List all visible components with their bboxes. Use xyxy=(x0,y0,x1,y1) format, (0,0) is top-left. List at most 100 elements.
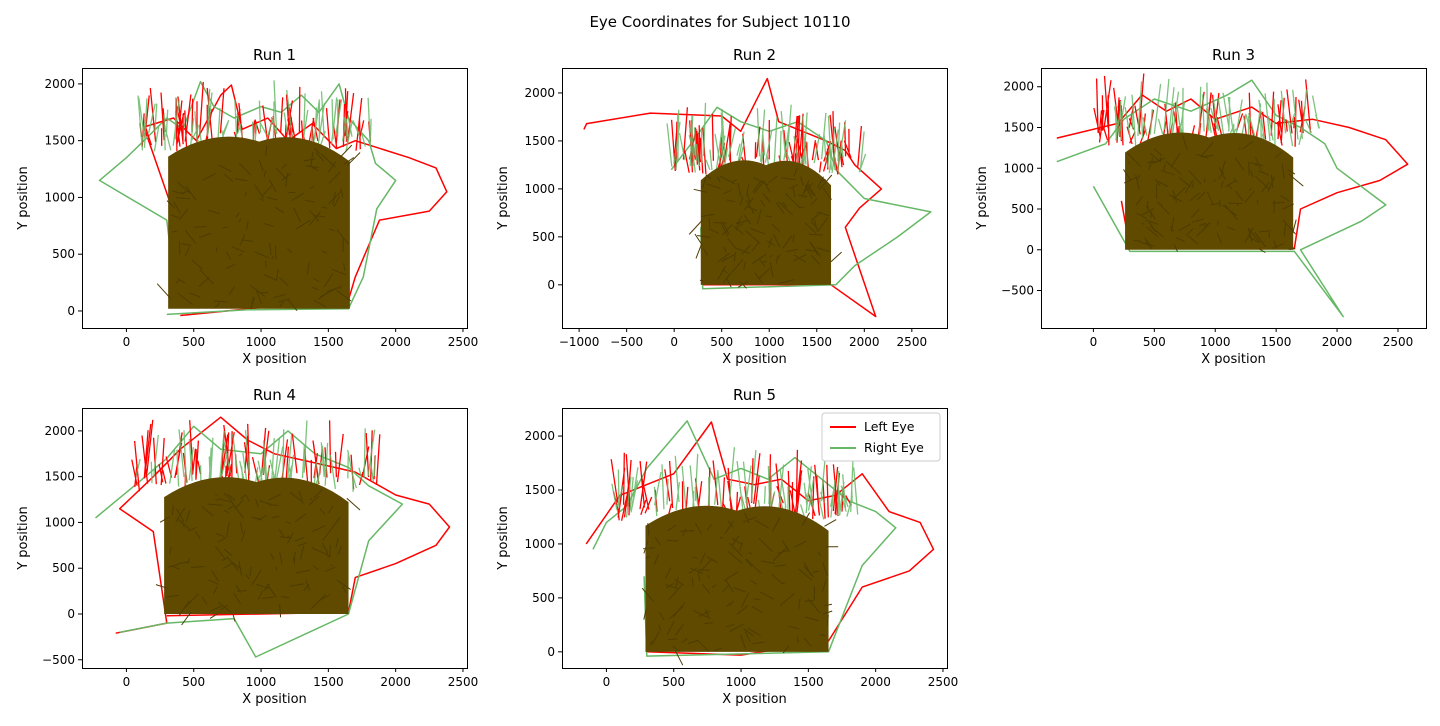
y-tick-label: −500 xyxy=(1001,284,1034,298)
x-tick-label: 1000 xyxy=(1200,335,1231,349)
plot-area xyxy=(583,77,932,318)
subplot-title: Run 1 xyxy=(253,46,296,64)
subplot-run-1: 0 500 1000 1500 2000 2500 0 500 1000 1500 2000 Run … xyxy=(16,46,478,367)
y-tick-label: 500 xyxy=(52,247,75,261)
y-tick-label: 1000 xyxy=(44,515,75,529)
x-tick-label: 2000 xyxy=(849,335,880,349)
plot-area xyxy=(1056,73,1409,318)
x-tick-label: 0 xyxy=(603,675,611,689)
y-tick-label: 500 xyxy=(52,561,75,575)
y-axis-label: Y position xyxy=(16,506,31,571)
dense-trace-region xyxy=(131,419,381,626)
y-tick-label: 2000 xyxy=(44,77,75,91)
x-tick-label: 2000 xyxy=(860,675,891,689)
legend: Left Eye Right Eye xyxy=(821,412,941,462)
x-axis-label: X position xyxy=(242,352,307,367)
y-tick-label: 2000 xyxy=(524,429,555,443)
overlap-texture xyxy=(1123,135,1304,253)
y-tick-label: 2000 xyxy=(44,424,75,438)
x-tick-label: 500 xyxy=(710,335,733,349)
x-tick-label: 500 xyxy=(182,675,205,689)
axes-frame xyxy=(82,68,468,329)
x-tick-label: 1500 xyxy=(313,335,344,349)
plot-area xyxy=(585,420,935,666)
y-tick-label: 2000 xyxy=(1003,80,1034,94)
y-tick-label: 1000 xyxy=(524,537,555,551)
x-axis-label: X position xyxy=(1201,352,1266,367)
y-tick-label: 0 xyxy=(547,278,555,292)
left-eye-series-line xyxy=(115,416,451,634)
x-tick-label: 1000 xyxy=(754,335,785,349)
right-eye-fringe-traces xyxy=(137,80,372,152)
x-tick-label: 500 xyxy=(182,335,205,349)
x-tick-label: 1500 xyxy=(313,675,344,689)
right-eye-fringe-traces xyxy=(666,102,867,175)
x-tick-label: 1000 xyxy=(246,335,277,349)
x-tick-label: 2500 xyxy=(928,675,959,689)
x-tick-label: 1500 xyxy=(801,335,832,349)
subplot-title: Run 5 xyxy=(733,386,776,404)
x-tick-label: 2000 xyxy=(380,335,411,349)
y-tick-label: 0 xyxy=(1026,243,1034,257)
x-tick-label: 2500 xyxy=(1383,335,1414,349)
dense-trace-region xyxy=(137,80,372,312)
y-tick-label: 1500 xyxy=(524,134,555,148)
subplot-title: Run 3 xyxy=(1212,46,1255,64)
right-eye-fringe-traces xyxy=(611,447,859,521)
axes-frame xyxy=(562,408,948,669)
x-tick-label: 0 xyxy=(670,335,678,349)
y-tick-label: 500 xyxy=(1011,202,1034,216)
x-tick-label: 500 xyxy=(1143,335,1166,349)
overlap-texture xyxy=(155,489,361,626)
y-tick-label: 2000 xyxy=(524,86,555,100)
y-tick-label: −500 xyxy=(42,653,75,667)
overlap-dense-block xyxy=(645,505,829,652)
x-tick-label: 1000 xyxy=(246,675,277,689)
y-tick-label: 0 xyxy=(67,304,75,318)
x-tick-label: −500 xyxy=(610,335,643,349)
y-tick-label: 0 xyxy=(67,607,75,621)
right-eye-series-line xyxy=(1056,79,1387,318)
y-tick-label: 1500 xyxy=(44,470,75,484)
y-tick-label: 1500 xyxy=(44,134,75,148)
y-axis-label: Y position xyxy=(975,166,990,231)
subplot-run-4: 0 500 1000 1500 2000 2500 −500 0 500 1000 1500 2000… xyxy=(16,386,478,707)
axes-frame xyxy=(1041,68,1427,329)
x-tick-label: 2500 xyxy=(448,675,479,689)
subplot-run-2: −1000 −500 0 500 1000 1500 2000 2500 0 500 1000 150… xyxy=(496,46,948,367)
x-tick-label: 0 xyxy=(123,675,131,689)
dense-trace-region xyxy=(1093,73,1321,253)
axes-frame xyxy=(82,408,468,669)
legend-label: Right Eye xyxy=(864,440,924,455)
subplot-run-3: 0 500 1000 1500 2000 2500 −500 0 500 1000 1500 2000… xyxy=(975,46,1427,367)
x-axis-label: X position xyxy=(722,352,787,367)
figure-suptitle: Eye Coordinates for Subject 10110 xyxy=(589,13,850,31)
y-axis-label: Y position xyxy=(496,166,511,231)
y-tick-label: 1000 xyxy=(44,190,75,204)
x-tick-label: 500 xyxy=(662,675,685,689)
overlap-dense-block xyxy=(164,477,349,614)
overlap-dense-block xyxy=(700,160,832,285)
x-tick-label: 0 xyxy=(1090,335,1098,349)
y-tick-label: 0 xyxy=(547,645,555,659)
x-tick-label: 2000 xyxy=(380,675,411,689)
overlap-texture xyxy=(156,144,361,312)
dense-trace-region xyxy=(666,102,867,289)
subplot-title: Run 4 xyxy=(253,386,296,404)
axes-frame xyxy=(562,68,948,329)
dense-trace-region xyxy=(610,447,859,666)
overlap-texture xyxy=(641,512,839,666)
legend-label: Left Eye xyxy=(864,419,915,434)
x-axis-label: X position xyxy=(722,692,787,707)
left-eye-series-line xyxy=(1056,94,1409,249)
subplot-run-5: 0 500 1000 1500 2000 2500 0 500 1000 1500 2000 Run … xyxy=(496,386,958,707)
left-eye-fringe-traces xyxy=(131,419,381,492)
right-eye-series-line xyxy=(670,106,932,290)
x-tick-label: −1000 xyxy=(559,335,600,349)
x-tick-label: 1500 xyxy=(793,675,824,689)
overlap-texture xyxy=(688,168,842,289)
right-eye-series-line xyxy=(592,420,897,657)
y-tick-label: 1500 xyxy=(1003,120,1034,134)
x-tick-label: 1500 xyxy=(1261,335,1292,349)
